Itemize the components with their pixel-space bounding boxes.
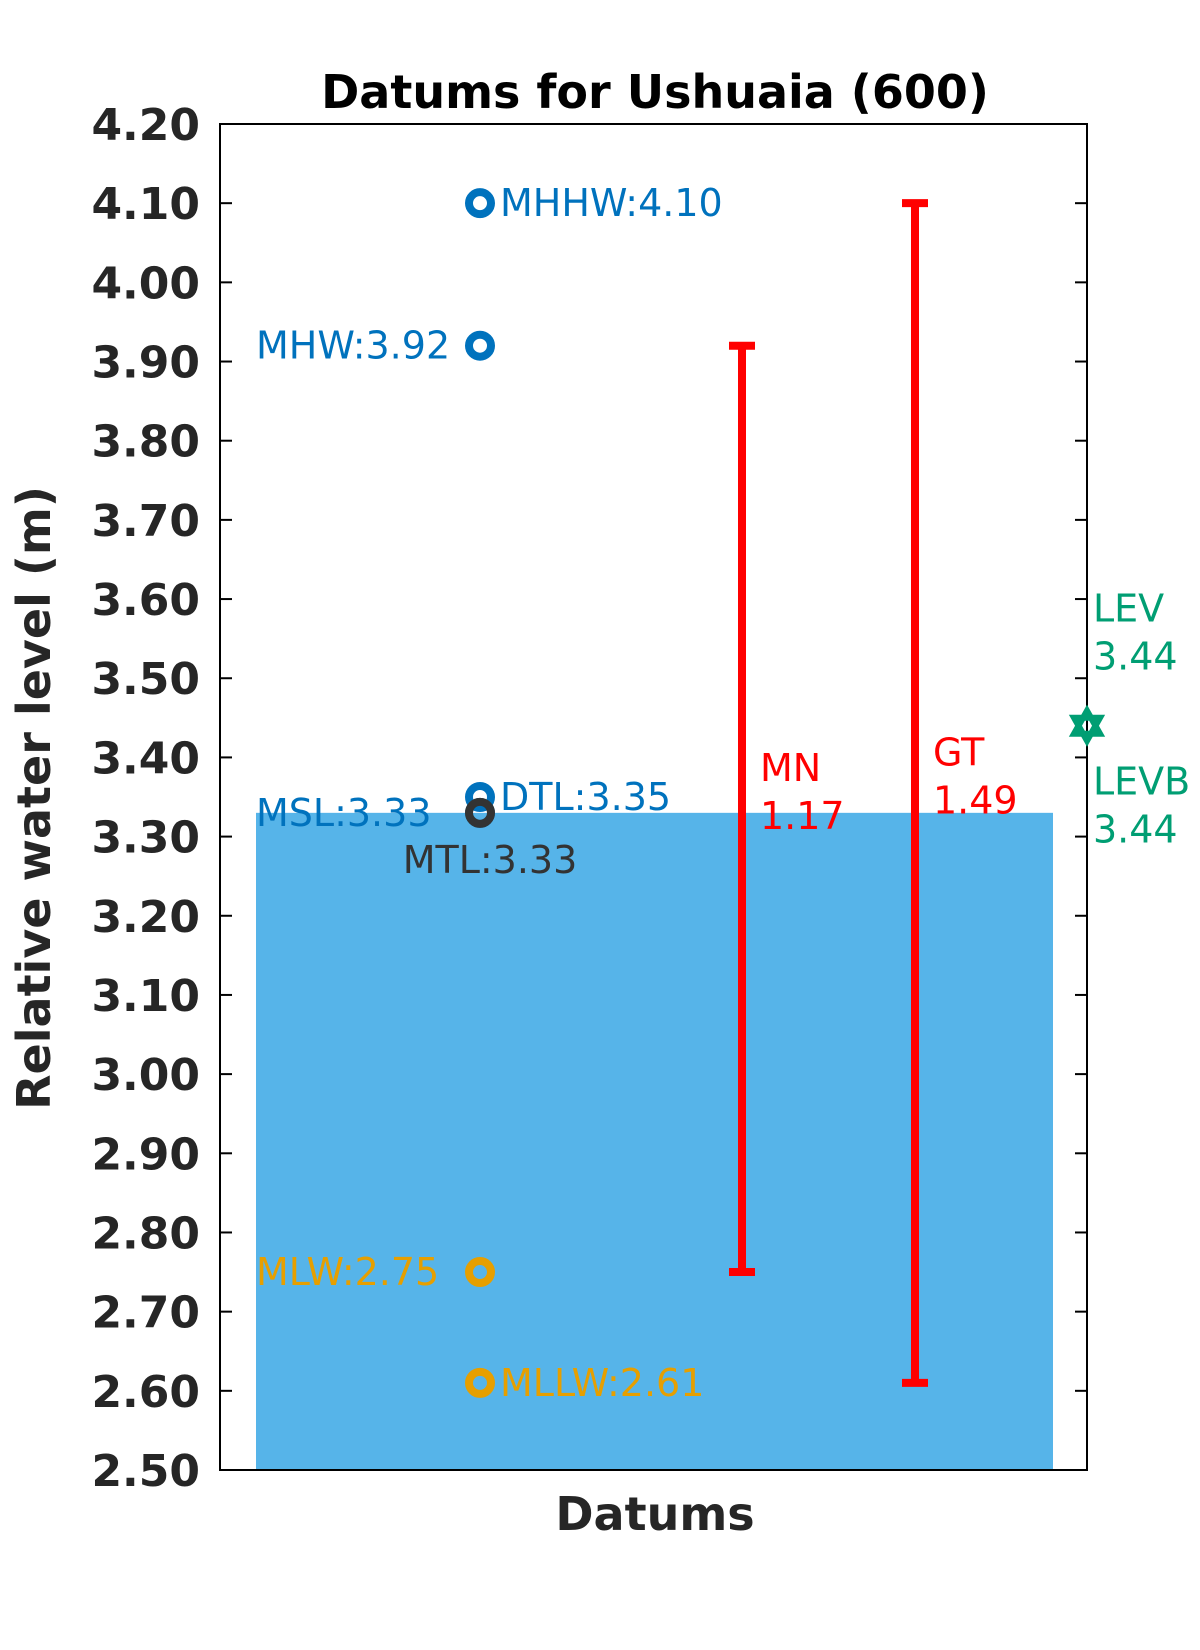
datum-label-mhw: MHW:3.92 (256, 324, 450, 368)
axes-box (219, 123, 1088, 1471)
datum-marker-dtl (465, 782, 495, 812)
y-tick-label: 3.50 (91, 654, 200, 705)
y-tick-label: 3.20 (91, 892, 200, 943)
plot-area: 4.20 4.10 4.00 3.90 3.80 3.70 3.60 3.50 3.40 3.30… (91, 100, 1190, 1497)
levb-marker (1068, 714, 1106, 747)
y-tick-label: 2.90 (91, 1129, 200, 1180)
y-tick-label: 4.00 (91, 258, 200, 309)
datum-label-msl: MSL:3.33 (256, 791, 432, 835)
datum-marker-mllw (465, 1367, 495, 1398)
range-label-value: 1.49 (933, 778, 1018, 822)
y-tick-label: 3.30 (91, 813, 200, 864)
range-label-name: MN (760, 746, 821, 790)
lev-label-value: 3.44 (1093, 635, 1178, 679)
datum-label-mlw: MLW:2.75 (256, 1250, 439, 1294)
datum-marker-mhw (465, 330, 495, 361)
x-axis-label: Datums (555, 1487, 754, 1541)
y-tick-label: 4.20 (91, 100, 200, 151)
datum-marker-mhhw (465, 188, 495, 219)
datum-label-dtl: DTL:3.35 (500, 775, 671, 819)
y-tick-label: 2.60 (91, 1367, 200, 1418)
y-tick-label: 3.40 (91, 733, 200, 784)
datum-marker-mlw (465, 1257, 495, 1288)
y-tick-label: 4.10 (91, 179, 200, 230)
y-tick-label: 3.80 (91, 417, 200, 468)
msl-bar (256, 812, 1053, 1470)
y-tick-label: 3.70 (91, 496, 200, 547)
datum-label-mtl: MTL:3.33 (403, 838, 578, 882)
range-label-name: GT (933, 730, 985, 774)
datum-marker-mtl (465, 797, 495, 828)
y-tick-label: 2.80 (91, 1208, 200, 1259)
chart-title: Datums for Ushuaia (600) (321, 65, 989, 119)
levb-label-name: LEVB (1093, 760, 1190, 804)
y-tick-label: 3.10 (91, 971, 200, 1022)
y-tick-label: 2.50 (91, 1446, 200, 1497)
range-label-value: 1.17 (760, 794, 845, 838)
levb-label-value: 3.44 (1093, 808, 1178, 852)
lev-label-name: LEV (1093, 587, 1164, 631)
lev-marker (1068, 704, 1106, 737)
y-axis-label: Relative water level (m) (7, 486, 61, 1110)
datum-label-mllw: MLLW:2.61 (500, 1361, 704, 1405)
datum-label-mhhw: MHHW:4.10 (500, 181, 723, 225)
y-tick-label: 3.90 (91, 338, 200, 389)
y-tick-label: 3.00 (91, 1050, 200, 1101)
y-tick-label: 3.60 (91, 575, 200, 626)
y-tick-label: 2.70 (91, 1288, 200, 1339)
